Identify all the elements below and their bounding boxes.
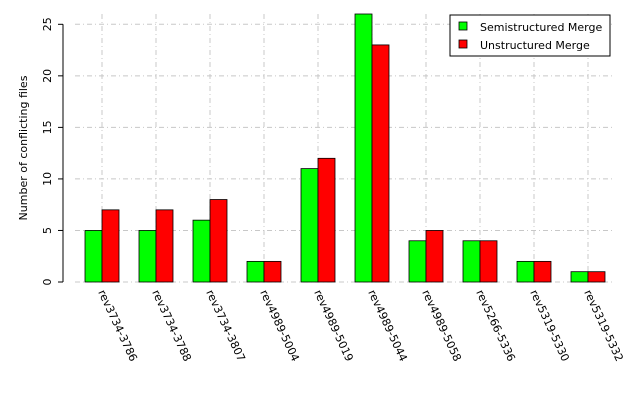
y-tick-label: 20 — [41, 69, 54, 83]
bar-unstructured-rev4989-5004 — [263, 260, 282, 283]
x-tick-label: rev4989-5044 — [365, 288, 410, 364]
legend: Semistructured Merge Unstructured Merge — [449, 14, 611, 57]
bar-semistructured-rev3734-3786 — [84, 230, 103, 283]
bar-unstructured-rev5266-5336 — [479, 240, 498, 283]
y-tick-label: 0 — [41, 279, 54, 286]
x-axis-labels: rev3734-3786 rev3734-3788 rev3734-3807 rev4… — [95, 288, 626, 364]
bar-semistructured-rev4989-5058 — [408, 240, 427, 283]
bar-semistructured-rev3734-3788 — [138, 230, 157, 283]
bar-unstructured-rev3734-3807 — [209, 199, 228, 283]
bar-semistructured-rev4989-5019 — [300, 168, 319, 283]
bar-unstructured-rev5319-5330 — [533, 260, 552, 283]
grid — [75, 14, 615, 283]
bar-semistructured-rev3734-3807 — [192, 219, 211, 283]
x-tick-label: rev5319-5332 — [581, 288, 626, 364]
y-tick-label: 15 — [41, 120, 54, 134]
legend-label-unstructured: Unstructured Merge — [480, 39, 590, 52]
x-tick-label: rev4989-5019 — [311, 288, 356, 364]
bar-unstructured-rev4989-5058 — [425, 230, 444, 283]
bar-semistructured-rev5266-5336 — [462, 240, 481, 283]
legend-swatch-semistructured — [458, 21, 468, 31]
bar-unstructured-rev5319-5332 — [587, 271, 606, 283]
bar-semistructured-rev5319-5332 — [570, 271, 589, 283]
y-tick-label: 25 — [41, 17, 54, 31]
bar-semistructured-rev5319-5330 — [516, 260, 535, 283]
y-tick-label: 10 — [41, 172, 54, 186]
bar-semistructured-rev4989-5044 — [354, 13, 373, 283]
bar-unstructured-rev4989-5019 — [317, 157, 336, 283]
x-tick-label: rev4989-5004 — [257, 288, 302, 364]
legend-label-semistructured: Semistructured Merge — [480, 21, 602, 34]
bars — [84, 13, 606, 283]
y-axis: 0 5 10 15 20 25 — [41, 17, 64, 286]
y-axis-label: Number of conflicting files — [17, 75, 30, 220]
bar-unstructured-rev4989-5044 — [371, 44, 390, 283]
legend-box — [449, 14, 611, 57]
x-tick-label: rev4989-5058 — [419, 288, 464, 364]
x-tick-label: rev5319-5330 — [527, 288, 572, 364]
x-tick-label: rev3734-3807 — [203, 288, 248, 364]
y-tick-label: 5 — [41, 227, 54, 234]
x-tick-label: rev3734-3786 — [95, 288, 140, 364]
bar-semistructured-rev4989-5004 — [246, 260, 265, 283]
x-tick-label: rev5266-5336 — [473, 288, 518, 364]
legend-swatch-unstructured — [458, 39, 468, 49]
x-tick-label: rev3734-3788 — [149, 288, 194, 364]
bar-unstructured-rev3734-3786 — [101, 209, 120, 283]
bar-unstructured-rev3734-3788 — [155, 209, 174, 283]
